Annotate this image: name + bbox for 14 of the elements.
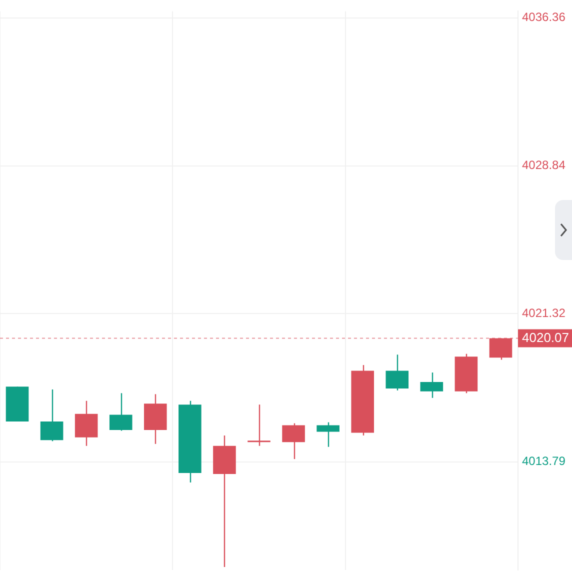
candlestick	[40, 388, 64, 442]
candlestick	[109, 392, 132, 432]
candlestick	[74, 400, 98, 446]
y-tick-label: 4021.32	[522, 306, 566, 320]
y-tick-label: 4036.36	[522, 10, 566, 24]
candlestick	[420, 372, 444, 398]
ref-line-label: 4020.07	[522, 330, 569, 345]
y-tick-label: 4028.84	[522, 158, 566, 172]
candlestick	[248, 404, 270, 446]
y-tick-label: 4013.79	[522, 454, 566, 468]
candlestick	[316, 422, 340, 448]
candlestick	[282, 422, 305, 460]
candlestick	[489, 338, 512, 360]
candlestick	[386, 354, 409, 392]
